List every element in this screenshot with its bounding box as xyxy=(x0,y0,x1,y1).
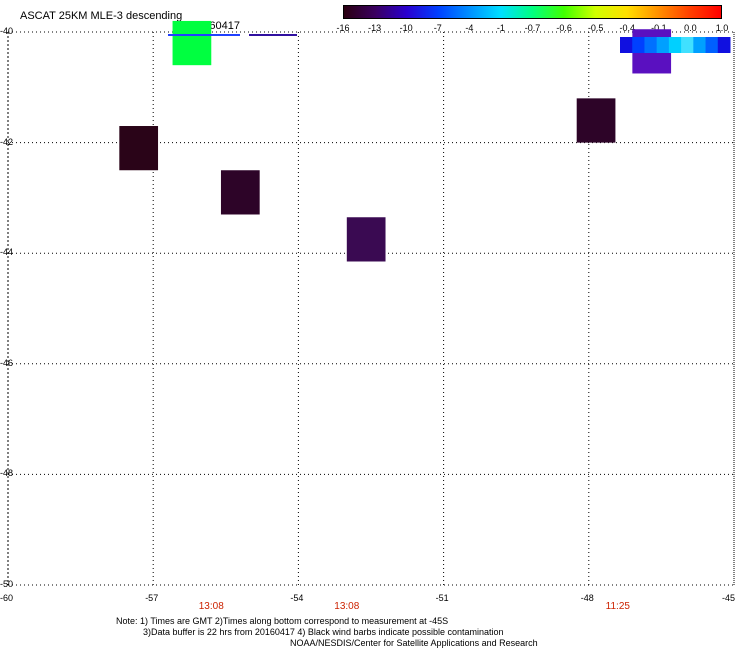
latitude-label: -46 xyxy=(0,357,14,368)
colorbar-label: -0.7 xyxy=(524,23,541,33)
wind-strip xyxy=(168,34,731,53)
colorbar-label: -4 xyxy=(465,23,474,33)
product-title: ASCAT 25KM MLE-3 descending xyxy=(20,10,183,22)
colorbar-label: -1 xyxy=(496,23,505,33)
colorbar-label: -0.6 xyxy=(556,23,572,33)
map-grid xyxy=(7,31,735,586)
longitude-label: -60 xyxy=(0,593,14,603)
wind-strip-cell xyxy=(717,37,731,53)
colorbar-label: 0.0 xyxy=(684,23,697,33)
colorbar-label: -0.4 xyxy=(619,23,636,33)
colorbar-label: -0.5 xyxy=(587,23,604,33)
latitude-label: -42 xyxy=(0,136,14,147)
wind-strip-cell xyxy=(632,37,645,53)
wind-strip-segment xyxy=(249,34,297,36)
colorbar-label: -0.1 xyxy=(651,23,667,33)
wind-strip-segment xyxy=(168,34,240,36)
latitude-label: -40 xyxy=(0,26,14,36)
colorbar-label: -7 xyxy=(433,23,442,33)
pass-time-label: 13:08 xyxy=(198,601,224,612)
note-line-1: Note: 1) Times are GMT 2)Times along bot… xyxy=(116,616,449,626)
wind-cell xyxy=(220,170,260,215)
wind-strip-cell xyxy=(705,37,719,53)
pass-time-label: 11:25 xyxy=(605,601,630,612)
latitude-label: -50 xyxy=(0,579,14,589)
wind-strip-cell xyxy=(668,37,682,53)
map-frame xyxy=(7,31,735,586)
colorbar xyxy=(343,5,722,19)
colorbar-label: -10 xyxy=(399,23,413,33)
wind-cell xyxy=(172,20,212,66)
wind-strip-cell xyxy=(693,37,707,53)
colorbar-label: -16 xyxy=(336,23,350,33)
wind-strip-cell xyxy=(681,37,694,53)
wind-cells xyxy=(119,20,672,262)
wind-cell xyxy=(346,217,386,262)
longitude-label: -57 xyxy=(145,593,159,603)
wind-strip-cell xyxy=(620,37,633,53)
longitude-label: -54 xyxy=(290,593,304,603)
latitude-label: -48 xyxy=(0,468,14,479)
longitude-label: -48 xyxy=(580,593,594,603)
colorbar-label: 1.0 xyxy=(715,23,729,33)
longitude-label: -45 xyxy=(722,593,736,603)
latitude-label: -44 xyxy=(0,247,14,258)
wind-strip-cell xyxy=(656,37,670,53)
colorbar-label: -13 xyxy=(368,23,382,33)
wind-strip-cell xyxy=(644,37,658,53)
note-line-2: 3)Data buffer is 22 hrs from 20160417 4)… xyxy=(143,627,504,637)
wind-cell xyxy=(119,126,159,171)
note-line-3: NOAA/NESDIS/Center for Satellite Applica… xyxy=(290,638,538,648)
longitude-label: -51 xyxy=(435,593,449,603)
wind-cell xyxy=(576,98,616,143)
pass-time-label: 13:08 xyxy=(334,601,360,612)
